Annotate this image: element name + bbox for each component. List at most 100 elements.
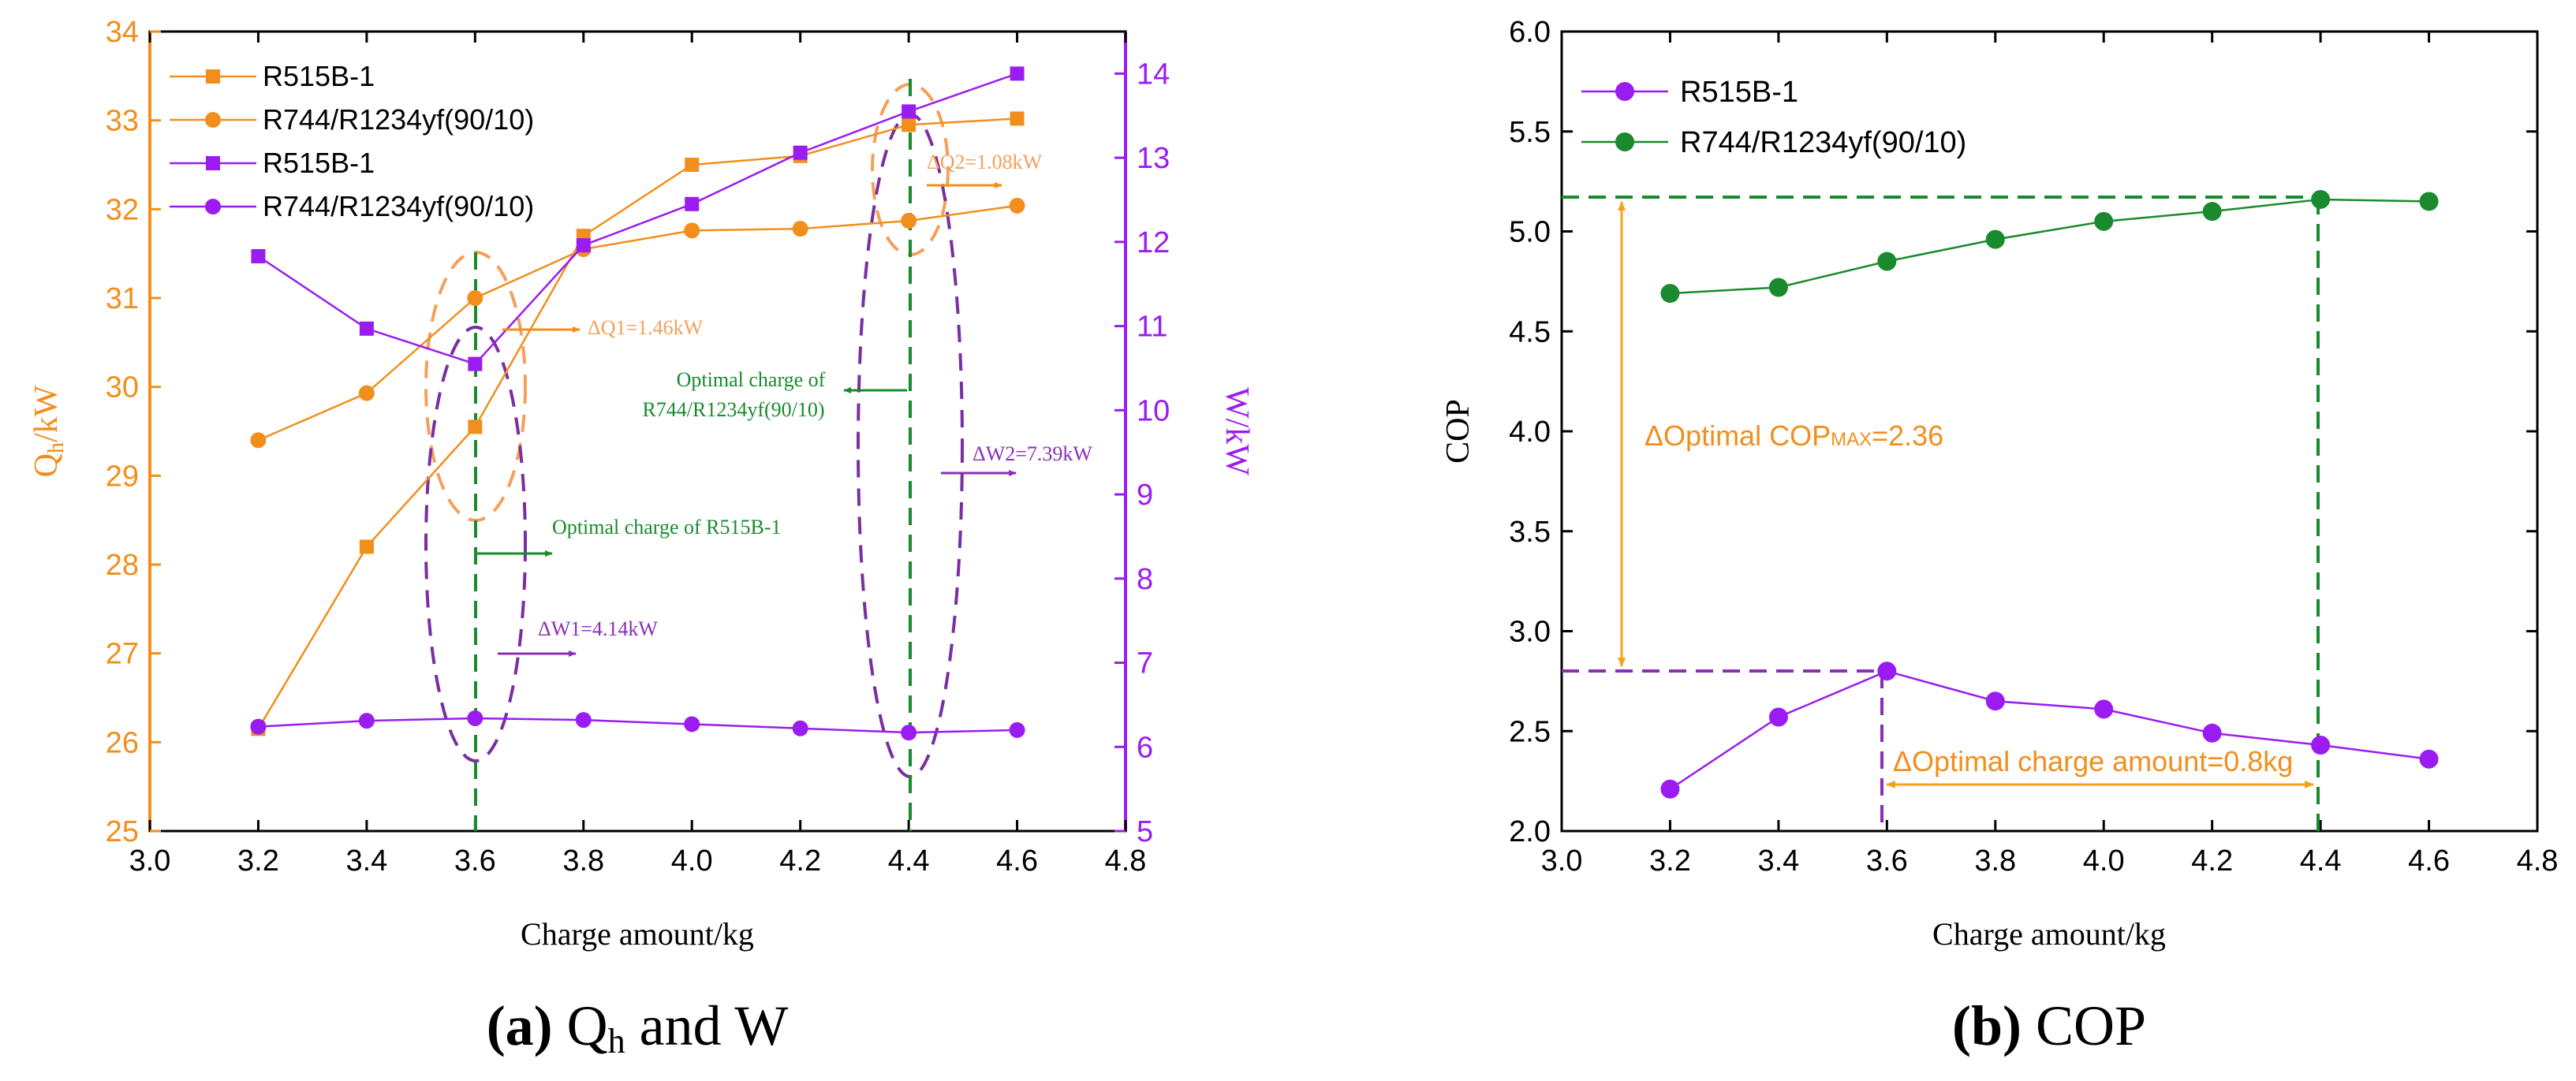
caption-a-sub: h [608,1022,625,1060]
data-point [467,710,483,726]
x-axis-title-a: Charge amount/kg [521,916,754,952]
data-point [2202,723,2222,743]
x-tick-label: 3.4 [345,844,387,878]
data-point [2419,749,2439,769]
x-tick-label: 3.8 [1974,844,2016,878]
y-tick-label: 6 [1137,731,1153,764]
y-tick-label: 3.0 [1509,616,1551,649]
y-tick-label: 5 [1137,815,1153,848]
y-tick-label: 7 [1137,647,1153,680]
y-tick-label: 29 [106,460,139,493]
chart-panel-b: 3.0 3.2 3.4 3.6 3.8 4.0 4.2 4.4 4.6 4.8 2.0 2.5 3.0 3… [1440,16,2558,1057]
legend-b: R515B-1 R744/R1234yf(90/10) [1581,76,1966,159]
y-tick-label: 14 [1137,58,1170,91]
y-tick-label: 8 [1137,563,1153,596]
data-point [250,718,267,735]
data-point [901,725,917,741]
data-point [2311,735,2331,755]
x-tick-label: 4.4 [888,844,930,878]
label-opt-r515: Optimal charge of R515B-1 [552,516,782,539]
data-point [1985,229,2005,249]
y-tick-label: 13 [1137,142,1170,175]
data-point [250,432,267,449]
series-line-3 [258,717,1017,734]
label-dcharge: ΔOptimal charge amount=0.8kg [1893,745,2293,777]
y-tick-label: 26 [106,726,139,759]
caption-a: (a) Qh and W [487,994,789,1060]
data-point [793,145,808,160]
x-tick-label: 4.0 [2083,844,2125,878]
y-left-unit: /kW [28,385,65,442]
label-dq1: ΔQ1=1.46kW [588,316,704,339]
series-line-0 [257,117,1017,730]
y-tick-label: 2.0 [1509,815,1551,848]
x-tick-label: 3.0 [1541,844,1583,878]
caption-a-rest: and W [625,994,789,1057]
x-tick-label: 3.6 [454,844,496,878]
y-tick-label: 3.5 [1509,516,1551,549]
data-point [792,720,808,736]
data-point [2094,211,2114,231]
x-tick-label: 3.2 [237,844,279,878]
axis-ticks-a: 3.0 3.2 3.4 3.6 3.8 4.0 4.2 4.4 4.6 4.8 25 26 27 28 29… [106,16,1170,878]
x-tick-label: 4.8 [2517,844,2559,878]
data-point [1009,721,1025,738]
y-tick-label: 25 [106,815,139,848]
caption-b-rest: COP [2022,994,2146,1057]
series-group-a [250,66,1025,741]
data-point [358,385,375,401]
chart-panel-a: 3.0 3.2 3.4 3.6 3.8 4.0 4.2 4.4 4.6 4.8 25 26 27 28 29… [28,16,1255,1060]
y-left-sub: h [44,442,69,453]
data-point [1010,111,1025,126]
x-tick-label: 3.2 [1649,844,1691,878]
label-dcop-sub: MAX [1831,429,1872,450]
legend-a-item-1: R515B-1 [263,60,375,92]
data-point [1010,66,1025,81]
x-tick-label: 3.4 [1757,844,1799,878]
data-point [1009,197,1025,214]
caption-a-main: Q [567,994,608,1057]
data-point [1877,662,1897,681]
data-point [902,104,917,119]
data-point [792,221,808,237]
x-tick-label: 4.0 [671,844,713,878]
y-tick-label: 6.0 [1509,16,1551,49]
data-point [1768,707,1788,727]
x-axis-title-b: Charge amount/kg [1932,916,2166,952]
data-point [468,419,483,434]
label-dw2: ΔW2=7.39kW [973,442,1092,465]
series-line-1 [257,204,1017,442]
y-axis-title-left-a: Qh/kW [28,385,69,477]
y-tick-label: 34 [106,16,139,49]
data-point [685,158,700,172]
legend-b-item-2: R744/R1234yf(90/10) [1680,126,1966,159]
x-tick-label: 4.2 [2191,844,2233,878]
x-tick-label: 3.8 [562,844,604,878]
data-point [902,117,917,132]
series-line-2 [257,73,1017,366]
legend-a-item-3: R515B-1 [263,147,375,179]
x-tick-label: 4.6 [2408,844,2450,878]
data-point [901,212,917,229]
data-point [684,716,700,732]
label-dw1: ΔW1=4.14kW [538,617,658,640]
data-point [1660,779,1680,799]
caption-a-label: (a) [487,994,553,1057]
label-dcop-prefix: ΔOptimal COP [1645,419,1831,452]
y-tick-label: 4.0 [1509,416,1551,449]
y-tick-label: 30 [106,371,139,404]
label-opt-r744-line2: R744/R1234yf(90/10) [642,398,824,421]
data-point [684,222,700,239]
y-tick-label: 5.5 [1509,116,1551,149]
x-tick-label: 3.6 [1866,844,1908,878]
axis-ticks-b: 3.0 3.2 3.4 3.6 3.8 4.0 4.2 4.4 4.6 4.8 2.0 2.5 3.0 3… [1509,16,2558,878]
y-tick-label: 11 [1137,311,1167,344]
data-point [468,356,483,371]
data-point [1877,252,1897,271]
y-axis-title-right-a: W/kW [1219,387,1255,475]
legend-a-item-4: R744/R1234yf(90/10) [263,190,534,222]
y-tick-label: 12 [1137,226,1170,259]
label-opt-r744-line1: Optimal charge of [677,368,826,391]
y-tick-label: 9 [1137,479,1153,512]
